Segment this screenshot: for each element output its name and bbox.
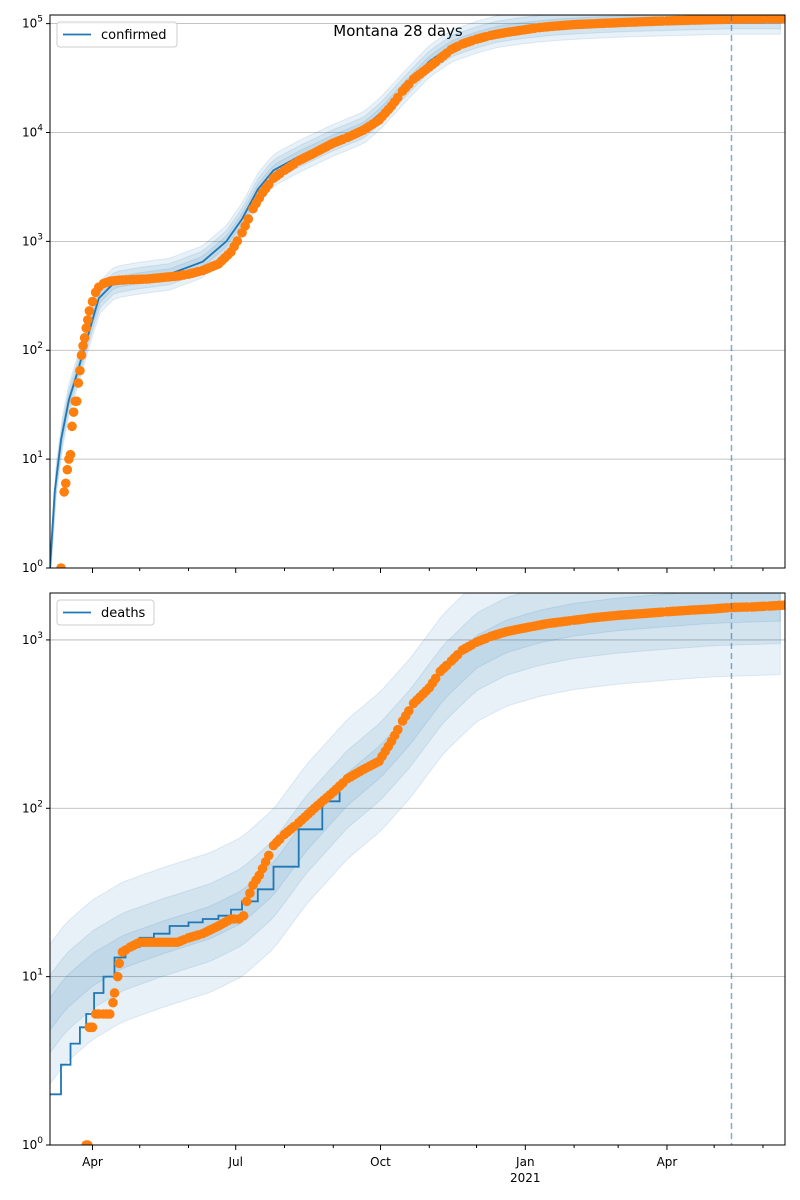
x-tick-label: Apr xyxy=(657,1155,678,1169)
y-tick-label: 100 xyxy=(22,1136,43,1152)
y-tick-label: 102 xyxy=(22,341,43,357)
observed-point xyxy=(78,340,88,351)
x-year-label: 2021 xyxy=(510,1171,541,1185)
observed-point xyxy=(105,1009,115,1019)
observed-point xyxy=(245,888,255,899)
observed-point xyxy=(243,214,254,224)
observed-point xyxy=(82,315,93,325)
observed-point xyxy=(56,563,66,568)
observed-point xyxy=(430,673,441,684)
observed-point xyxy=(87,1022,98,1033)
observed-point xyxy=(76,350,87,361)
deaths-panel: 100 101 102 103 Apr Jul Oct Jan Apr 2021 deaths xyxy=(22,592,786,1185)
observed-point xyxy=(82,1140,93,1145)
x-tick-label: Jul xyxy=(227,1155,242,1169)
x-tick-label: Apr xyxy=(82,1155,103,1169)
observed-point xyxy=(84,306,95,316)
observed-point xyxy=(114,958,125,969)
observed-point xyxy=(87,296,98,307)
y-tick-label: 102 xyxy=(22,799,43,815)
y-tick-label: 104 xyxy=(22,123,43,139)
y-tick-label: 100 xyxy=(22,559,43,575)
observed-point xyxy=(65,449,76,460)
confirmed-panel: 100 101 102 103 104 105 confirmed xyxy=(22,14,786,575)
legend-box xyxy=(56,599,155,626)
observed-point xyxy=(68,407,79,417)
legend-box xyxy=(56,21,178,48)
y-tick-label: 105 xyxy=(22,15,43,31)
observed-point xyxy=(71,396,82,407)
observed-point xyxy=(75,365,85,376)
observed-point xyxy=(232,236,243,246)
observed-point xyxy=(393,724,403,735)
observed-point xyxy=(79,333,90,343)
observed-point xyxy=(67,421,77,432)
observed-point xyxy=(241,896,252,907)
uncertainty-band xyxy=(50,593,781,1054)
observed-point xyxy=(81,323,91,333)
legend-label: confirmed xyxy=(101,28,167,43)
observed-point xyxy=(404,706,414,716)
y-tick-label: 103 xyxy=(22,232,43,248)
chart-title: Montana 28 days xyxy=(333,22,463,40)
uncertainty-band xyxy=(50,593,781,1085)
observed-point xyxy=(59,487,69,497)
observed-point xyxy=(238,910,249,921)
legend: deaths xyxy=(56,599,155,626)
y-tick-label: 103 xyxy=(22,631,43,647)
observed-point xyxy=(263,850,274,861)
observed-point xyxy=(108,997,118,1008)
legend: confirmed xyxy=(56,21,178,48)
observed-point xyxy=(112,971,123,982)
observed-point xyxy=(60,478,71,489)
x-tick-label: Oct xyxy=(370,1155,391,1169)
y-tick-label: 101 xyxy=(22,968,43,984)
observed-point xyxy=(780,600,785,610)
plot-frame xyxy=(49,592,786,1146)
observed-point xyxy=(73,378,84,388)
observed-point xyxy=(62,464,73,475)
legend-label: deaths xyxy=(101,606,146,621)
observed-point xyxy=(109,988,120,998)
uncertainty-band xyxy=(50,15,781,568)
plot-frame xyxy=(49,14,786,569)
observed-point xyxy=(780,15,785,24)
x-tick-label: Jan xyxy=(515,1155,535,1169)
y-tick-label: 101 xyxy=(22,450,43,466)
